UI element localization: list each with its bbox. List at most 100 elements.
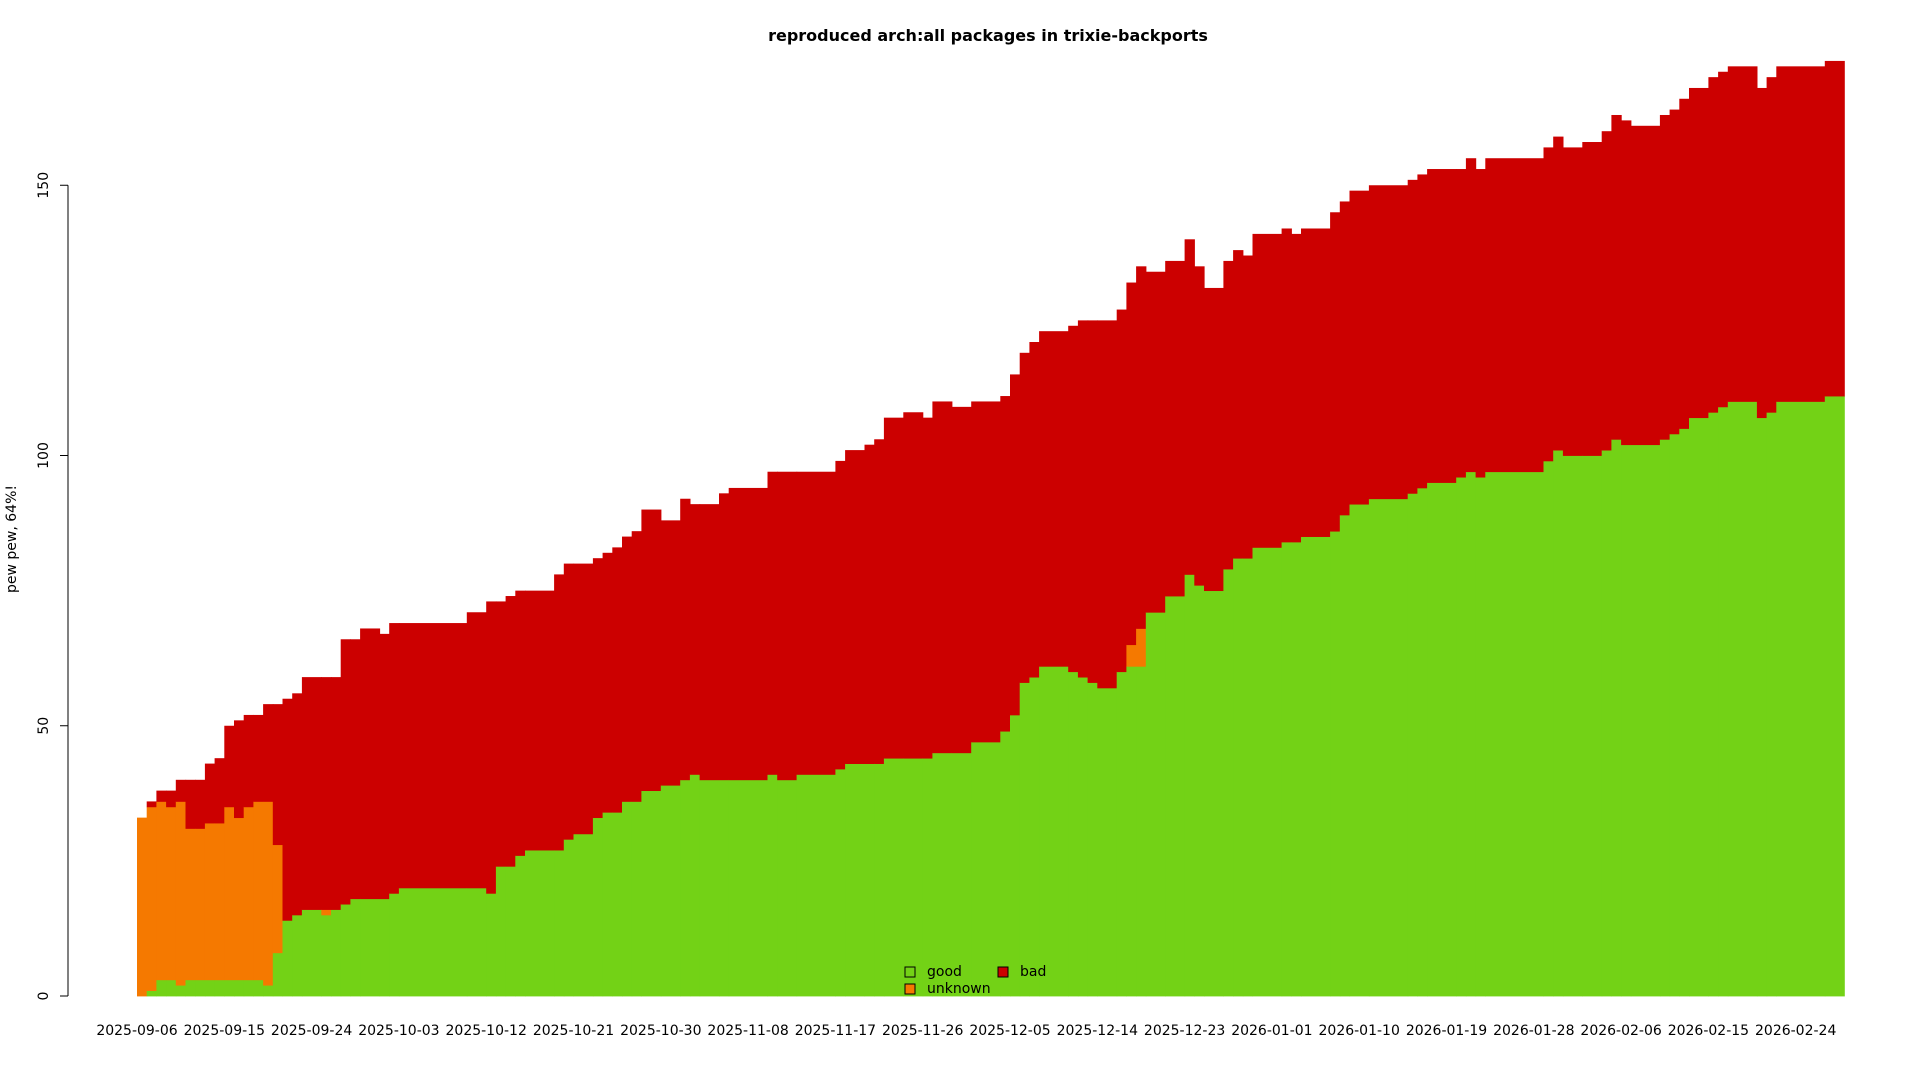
bar-good: [728, 779, 769, 997]
bar-bad: [495, 601, 507, 867]
bar-bad: [146, 801, 157, 808]
bar-bad: [689, 504, 701, 775]
bar-good: [1689, 417, 1709, 997]
bar-good: [321, 914, 332, 997]
bar-good: [1145, 612, 1166, 997]
bar-good: [1485, 471, 1545, 997]
bar-bad: [1756, 87, 1768, 419]
bar-good: [515, 855, 526, 997]
bar-good: [1475, 477, 1486, 997]
bar-bad: [699, 504, 720, 781]
bar-bad: [331, 677, 342, 910]
bar-bad: [1136, 266, 1147, 629]
bar-good: [631, 801, 642, 997]
bar-good: [1116, 671, 1127, 997]
bar-bad: [622, 536, 633, 802]
bar-bad: [554, 574, 565, 851]
x-tick-label: 2025-11-17: [795, 1023, 876, 1039]
bar-bad: [486, 601, 497, 894]
bar-bad: [922, 417, 933, 759]
bar-good: [156, 979, 167, 997]
bar-bad: [1689, 87, 1709, 419]
bar-bad: [515, 590, 526, 856]
bar-bad: [263, 704, 274, 802]
bar-good: [350, 898, 361, 997]
bar-good: [660, 785, 681, 997]
bar-bad: [602, 552, 613, 813]
bar-good: [398, 887, 468, 997]
bar-bad: [1194, 266, 1205, 586]
x-tick-label: 2025-12-14: [1057, 1023, 1138, 1039]
bar-bad: [563, 563, 575, 840]
bar-good: [301, 909, 322, 997]
bar-good: [951, 752, 972, 997]
bar-good: [1407, 493, 1418, 997]
bar-bad: [379, 633, 390, 900]
bar-bad: [777, 471, 798, 781]
bar-good: [719, 779, 730, 997]
bar-bad: [1417, 174, 1428, 489]
bar-unknown: [137, 817, 148, 997]
bar-bad: [1301, 228, 1331, 537]
bar-unknown: [253, 801, 264, 981]
bar-bad: [1349, 190, 1370, 505]
bar-bad: [719, 493, 730, 781]
bar-bad: [1630, 125, 1661, 446]
bar-good: [680, 779, 691, 997]
bar-bad: [214, 758, 225, 824]
bar-good: [379, 898, 390, 997]
bar-bad: [1068, 325, 1079, 673]
bar-good: [166, 979, 177, 997]
x-tick-label: 2025-10-21: [533, 1023, 614, 1039]
bar-bad: [1097, 320, 1118, 689]
stacked-area-bars: [137, 60, 1845, 997]
bar-good: [340, 904, 351, 997]
bar-good: [903, 758, 924, 997]
bar-good: [185, 979, 196, 997]
bar-bad: [301, 677, 322, 910]
bar-good: [1194, 585, 1205, 997]
bar-bad: [1000, 396, 1011, 732]
bar-bad: [272, 704, 284, 846]
bar-bad: [796, 471, 836, 775]
bar-bad: [1659, 114, 1671, 440]
bar-good: [1368, 498, 1409, 997]
bar-good: [1077, 677, 1089, 997]
bar-bad: [234, 720, 245, 819]
bar-bad: [1126, 282, 1137, 646]
bar-good: [1621, 444, 1632, 997]
bar-good: [1727, 401, 1758, 997]
bar-bad: [835, 460, 846, 770]
bar-good: [845, 763, 866, 997]
bar-good: [389, 893, 400, 997]
bar-bad: [166, 790, 177, 808]
bar-unknown: [204, 823, 216, 981]
bar-unknown: [321, 909, 332, 916]
bar-bad: [845, 450, 866, 764]
bar-bad: [1562, 147, 1583, 456]
chart-title: reproduced arch:all packages in trixie-b…: [768, 26, 1208, 45]
bar-bad: [1669, 109, 1680, 435]
bar-bad: [1339, 201, 1351, 516]
bar-good: [1824, 396, 1845, 997]
bar-bad: [767, 471, 778, 775]
bar-good: [554, 850, 565, 997]
bar-good: [292, 914, 303, 997]
bar-good: [1766, 412, 1777, 997]
bar-good: [922, 758, 933, 997]
bar-good: [1562, 455, 1583, 997]
bar-good: [592, 817, 604, 997]
bar-good: [1019, 682, 1030, 997]
bar-good: [1010, 714, 1021, 997]
bar-bad: [1727, 66, 1758, 402]
bar-bad: [1204, 287, 1224, 592]
x-tick-label: 2025-11-26: [882, 1023, 963, 1039]
bar-good: [331, 909, 342, 997]
bar-good: [1427, 482, 1457, 997]
bar-bad: [951, 406, 972, 754]
bar-good: [1582, 455, 1603, 997]
bar-good: [622, 801, 633, 997]
bar-good: [1126, 666, 1137, 997]
bar-good: [1776, 401, 1826, 997]
bar-good: [146, 990, 157, 997]
